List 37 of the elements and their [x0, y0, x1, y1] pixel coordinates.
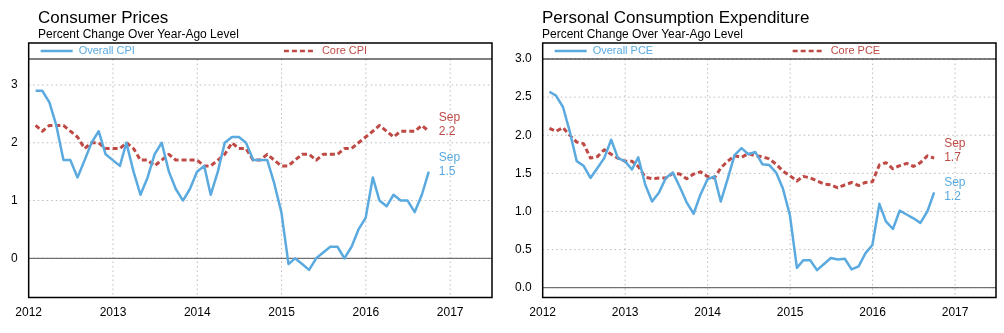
x-tick-label: 2012 — [15, 305, 43, 320]
annotation: Sep 2.2 — [438, 109, 461, 138]
y-tick-label: 2 — [10, 135, 18, 150]
x-tick-label: 2016 — [352, 305, 380, 320]
chart-subtitle: Percent Change Over Year-Ago Level — [541, 27, 744, 41]
legend-label: Overall PCE — [592, 44, 654, 57]
y-tick-label: 1 — [10, 192, 18, 207]
x-tick-label: 2013 — [99, 305, 127, 320]
chart-title: Consumer Prices — [37, 8, 170, 27]
y-tick-label: 1.0 — [514, 203, 532, 218]
chart-title: Personal Consumption Expenditure — [541, 8, 811, 27]
chart-subtitle: Percent Change Over Year-Ago Level — [37, 27, 240, 41]
x-tick-label: 2012 — [529, 305, 557, 320]
y-tick-label: 0.0 — [514, 280, 532, 294]
y-tick-label: 2.5 — [514, 89, 532, 104]
y-tick-label: 1.5 — [514, 165, 532, 180]
y-tick-label: 3 — [10, 77, 18, 92]
x-tick-label: 2017 — [436, 305, 464, 320]
annotation: Sep 1.2 — [944, 174, 966, 203]
y-tick-label: 0.5 — [514, 241, 532, 256]
line-series — [34, 123, 431, 168]
x-tick-label: 2017 — [941, 305, 969, 320]
x-tick-label: 2015 — [268, 305, 296, 320]
x-tick-label: 2014 — [183, 305, 211, 320]
legend-label: Overall CPI — [78, 44, 135, 57]
legend-label: Core CPI — [321, 44, 368, 57]
annotation: Sep 1.7 — [944, 136, 966, 165]
legend-label: Core PCE — [830, 44, 881, 57]
y-tick-label: 3.0 — [514, 51, 532, 66]
x-tick-label: 2016 — [859, 305, 887, 320]
line-series — [547, 126, 936, 190]
x-tick-label: 2014 — [694, 305, 722, 320]
x-tick-label: 2013 — [611, 305, 639, 320]
x-tick-label: 2015 — [776, 305, 804, 320]
annotation: Sep 1.5 — [438, 149, 461, 178]
y-tick-label: 0 — [10, 250, 18, 265]
y-tick-label: 2.0 — [514, 127, 532, 142]
